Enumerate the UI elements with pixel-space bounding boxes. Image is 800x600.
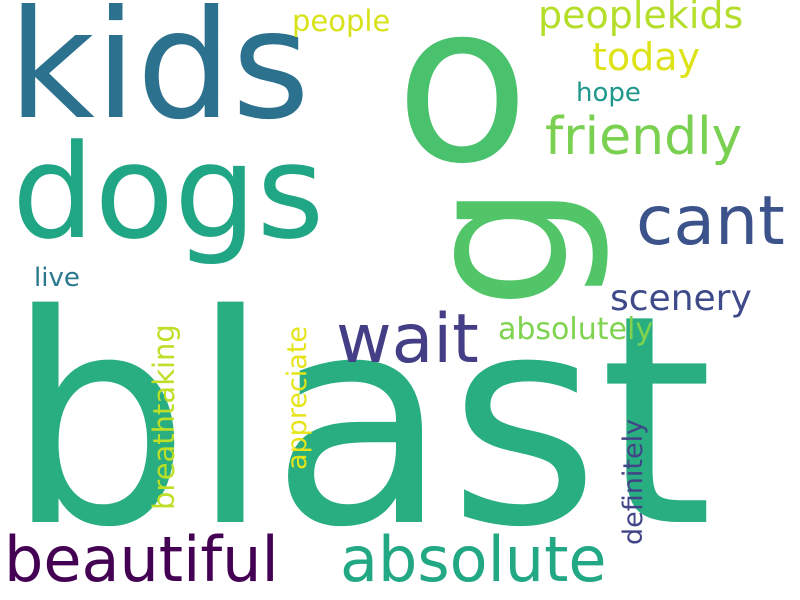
word-blast: blast [6, 253, 714, 591]
word-hope: hope [576, 78, 641, 109]
word-absolute: absolute [340, 522, 607, 596]
word-friendly: friendly [545, 106, 743, 167]
word-peoplekids: peoplekids [538, 0, 744, 38]
word-o: o [395, 0, 530, 213]
word-dogs: dogs [12, 115, 325, 268]
word-cant: cant [636, 181, 785, 261]
word-people: people [292, 3, 391, 38]
word-appreciate: appreciate [282, 325, 313, 470]
word-scenery: scenery [610, 277, 752, 319]
word-live: live [34, 263, 80, 294]
word-today: today [592, 35, 701, 80]
word-beautiful: beautiful [4, 522, 279, 596]
word-breathtaking: breathtaking [147, 324, 181, 510]
word-kids: kids [8, 0, 310, 153]
word-wait: wait [336, 299, 479, 379]
word-absolutely: absolutely [498, 311, 654, 347]
word-definitely: definitely [618, 418, 649, 545]
word-g: g [381, 183, 614, 310]
